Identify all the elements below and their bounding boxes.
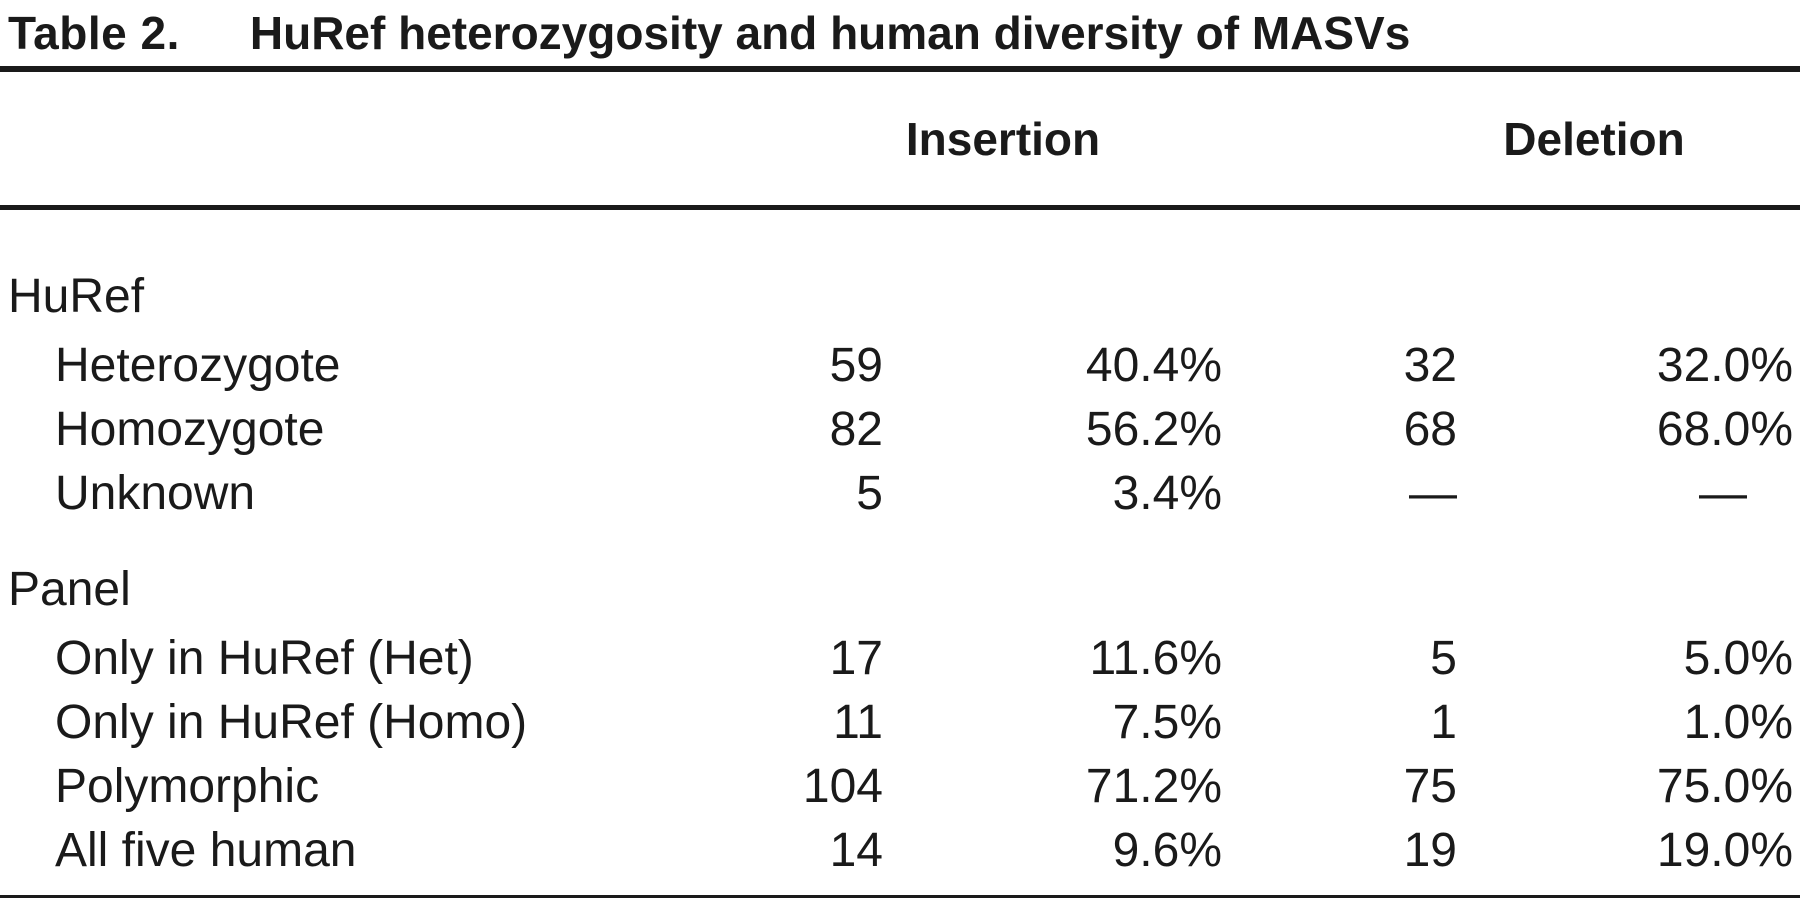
column-group-header-row: Insertion Deletion bbox=[0, 72, 1800, 205]
insertion-pct-cell: 56.2% bbox=[1085, 403, 1222, 456]
table-body: HuRef Heterozygote 59 40.4% 32 32.0% Hom… bbox=[0, 265, 1800, 883]
deletion-count-cell: 75 bbox=[1403, 760, 1457, 813]
table-row-only-in-huref-homo: Only in HuRef (Homo) 11 7.5% 1 1.0% bbox=[0, 691, 1800, 755]
insertion-pct-cell bbox=[883, 265, 1222, 329]
insertion-pct-cell bbox=[883, 558, 1222, 622]
deletion-count-cell: 19 bbox=[1403, 824, 1457, 877]
table-number: Table 2. bbox=[8, 7, 180, 59]
deletion-count-cell bbox=[1222, 558, 1457, 622]
deletion-column-header: Deletion bbox=[1503, 112, 1685, 165]
insertion-pct-cell: 40.4% bbox=[1085, 339, 1222, 392]
deletion-pct-cell: 19.0% bbox=[1656, 824, 1793, 877]
insertion-count-cell: 17 bbox=[829, 632, 883, 685]
deletion-pct-cell bbox=[1457, 265, 1793, 329]
row-label: Polymorphic bbox=[55, 760, 320, 813]
row-label: Panel bbox=[8, 563, 131, 616]
row-label: Unknown bbox=[55, 467, 256, 520]
table-caption: HuRef heterozygosity and human diversity… bbox=[249, 7, 1411, 59]
deletion-pct-cell: 1.0% bbox=[1683, 696, 1793, 749]
table-row-all-five-human: All five human 14 9.6% 19 19.0% bbox=[0, 819, 1800, 883]
table-title: Table 2. HuRef heterozygosity and human … bbox=[0, 0, 1800, 62]
deletion-pct-cell: 5.0% bbox=[1683, 632, 1793, 685]
deletion-pct-cell: 75.0% bbox=[1656, 760, 1793, 813]
insertion-pct-cell: 71.2% bbox=[1085, 760, 1222, 813]
insertion-count-cell: 14 bbox=[829, 824, 883, 877]
insertion-pct-cell: 9.6% bbox=[1112, 824, 1222, 877]
row-label: HuRef bbox=[8, 270, 145, 323]
insertion-count-cell: 11 bbox=[833, 696, 883, 749]
table-row-homozygote: Homozygote 82 56.2% 68 68.0% bbox=[0, 398, 1800, 462]
deletion-pct-cell: 32.0% bbox=[1656, 339, 1793, 392]
deletion-pct-cell: — bbox=[1699, 467, 1747, 520]
deletion-pct-cell: 68.0% bbox=[1656, 403, 1793, 456]
row-label: All five human bbox=[55, 824, 357, 877]
insertion-pct-cell: 11.6% bbox=[1089, 632, 1222, 685]
insertion-count-cell: 59 bbox=[829, 339, 883, 392]
row-label: Only in HuRef (Het) bbox=[55, 632, 474, 685]
row-label: Only in HuRef (Homo) bbox=[55, 696, 528, 749]
header-rule bbox=[0, 205, 1800, 210]
insertion-pct-cell: 3.4% bbox=[1112, 467, 1222, 520]
table-row-group-huref: HuRef bbox=[0, 265, 1800, 329]
top-rule bbox=[0, 66, 1800, 72]
insertion-count-cell bbox=[640, 558, 883, 622]
insertion-pct-cell: 7.5% bbox=[1112, 696, 1222, 749]
insertion-count-cell: 82 bbox=[829, 403, 883, 456]
insertion-column-header: Insertion bbox=[905, 112, 1101, 165]
table-row-only-in-huref-het: Only in HuRef (Het) 17 11.6% 5 5.0% bbox=[0, 627, 1800, 691]
table-row-group-panel: Panel bbox=[0, 558, 1800, 622]
deletion-count-cell bbox=[1222, 265, 1457, 329]
deletion-count-cell: 68 bbox=[1403, 403, 1457, 456]
table-row-heterozygote: Heterozygote 59 40.4% 32 32.0% bbox=[0, 334, 1800, 398]
row-label: Heterozygote bbox=[55, 339, 341, 392]
deletion-count-cell: 5 bbox=[1430, 632, 1457, 685]
deletion-count-cell: — bbox=[1409, 467, 1457, 520]
row-label: Homozygote bbox=[55, 403, 325, 456]
deletion-count-cell: 32 bbox=[1403, 339, 1457, 392]
table-row-polymorphic: Polymorphic 104 71.2% 75 75.0% bbox=[0, 755, 1800, 819]
deletion-count-cell: 1 bbox=[1430, 696, 1457, 749]
deletion-pct-cell bbox=[1457, 558, 1793, 622]
bottom-rule bbox=[0, 895, 1800, 898]
insertion-count-cell: 5 bbox=[856, 467, 883, 520]
table-row-unknown: Unknown 5 3.4% — — bbox=[0, 462, 1800, 526]
insertion-count-cell: 104 bbox=[802, 760, 883, 813]
insertion-count-cell bbox=[640, 265, 883, 329]
